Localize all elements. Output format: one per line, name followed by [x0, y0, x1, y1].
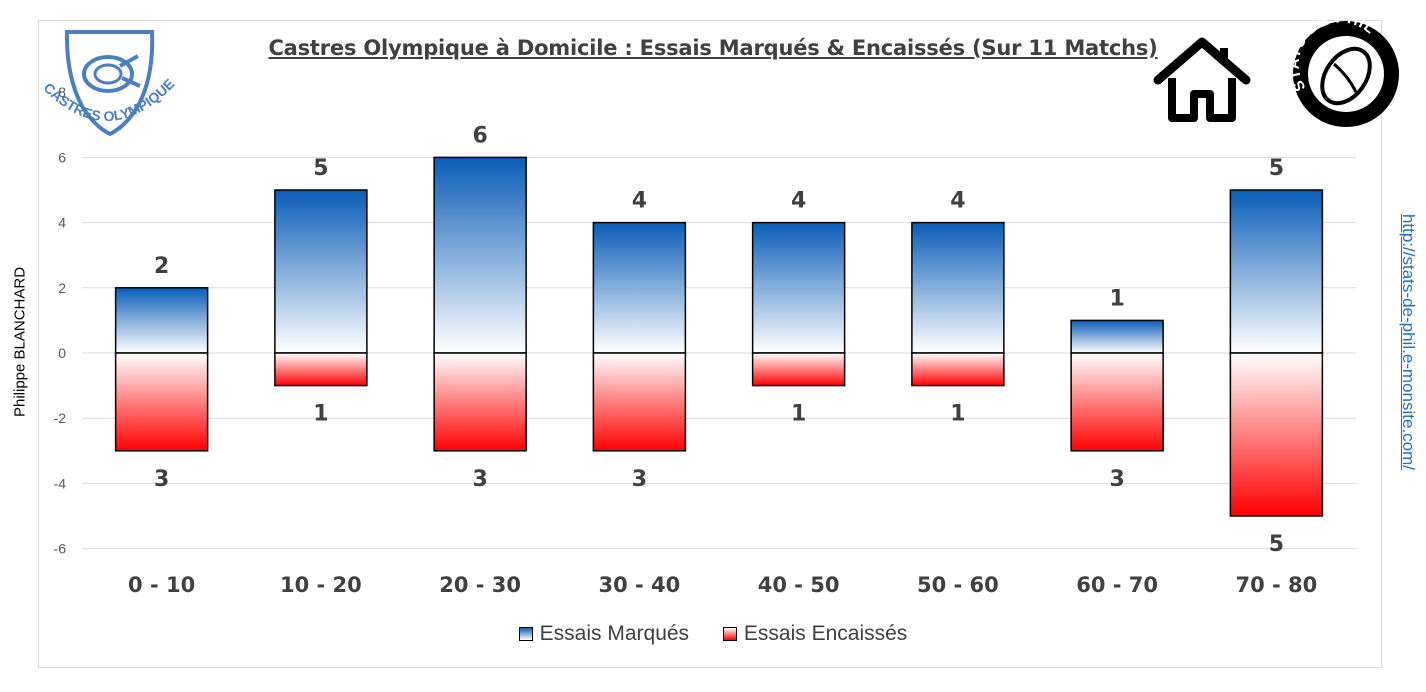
y-tick-label: -4 [54, 475, 67, 491]
x-axis: 0 - 10 10 - 20 20 - 30 30 - 40 40 - 50 50 - 6… [128, 573, 1317, 597]
x-tick-label: 10 - 20 [280, 573, 362, 597]
grid-lines [82, 156, 1356, 550]
bar-essais-encaisses [1070, 352, 1164, 452]
data-label-encaisses: 1 [791, 402, 806, 427]
bar-essais-encaisses [433, 352, 527, 452]
data-label-encaisses: 3 [154, 467, 169, 492]
data-label-marques: 5 [313, 156, 328, 181]
y-tick-label: 8 [58, 84, 66, 100]
data-label-marques: 1 [1109, 286, 1124, 311]
data-label-marques: 4 [950, 189, 965, 214]
data-label-marques: 4 [791, 189, 806, 214]
y-tick-label: 0 [58, 345, 66, 361]
y-tick-label: -6 [54, 541, 67, 557]
data-label-encaisses: 1 [313, 402, 328, 427]
y-tick-label: 6 [58, 149, 66, 165]
stats-de-phil-badge: STATS DE PHIL [1290, 18, 1399, 127]
legend-swatch-red [722, 627, 737, 641]
bar-essais-marques [751, 221, 846, 354]
bar-essais-encaisses [274, 352, 368, 387]
data-label-marques: 4 [632, 189, 647, 214]
home-icon [1153, 37, 1251, 122]
data-label-encaisses: 1 [950, 402, 965, 427]
bar-essais-marques [433, 156, 527, 354]
data-label-marques: 6 [472, 123, 487, 148]
x-tick-label: 0 - 10 [128, 573, 195, 597]
data-label-encaisses: 3 [632, 467, 647, 492]
x-tick-label: 30 - 40 [598, 573, 680, 597]
bar-essais-marques [274, 189, 368, 354]
data-label-marques: 2 [154, 254, 169, 279]
x-tick-label: 50 - 60 [917, 573, 999, 597]
bar-essais-encaisses [751, 352, 846, 387]
bar-essais-marques [911, 221, 1005, 354]
legend: Essais Marqués Essais Encaissés [0, 622, 1426, 647]
legend-label-encaisses: Essais Encaissés [743, 622, 908, 645]
chart-title: Castres Olympique à Domicile : Essais Ma… [268, 36, 1158, 60]
x-tick-label: 20 - 30 [439, 573, 521, 597]
y-axis: -6 -4 -2 0 2 4 6 8 [54, 84, 67, 556]
bar-essais-marques [592, 221, 687, 354]
x-tick-label: 60 - 70 [1076, 573, 1158, 597]
y-tick-label: 4 [58, 215, 66, 231]
bar-essais-encaisses [1229, 352, 1324, 517]
y-tick-label: 2 [58, 280, 66, 296]
bar-essais-marques [114, 287, 209, 354]
bars [114, 156, 1324, 517]
legend-label-marques: Essais Marqués [539, 622, 690, 645]
data-label-encaisses: 3 [1109, 467, 1124, 492]
y-tick-label: -2 [54, 410, 67, 426]
bar-essais-marques [1070, 319, 1164, 354]
legend-swatch-blue [518, 627, 533, 641]
legend-item-marques: Essais Marqués [518, 622, 690, 646]
data-labels: 2 3 5 1 6 3 4 3 4 1 4 1 1 3 5 5 [154, 123, 1284, 557]
bar-essais-encaisses [592, 352, 687, 452]
data-label-encaisses: 3 [472, 467, 487, 492]
data-label-encaisses: 5 [1269, 532, 1284, 557]
bar-essais-encaisses [114, 352, 209, 452]
bar-essais-marques [1229, 189, 1324, 354]
x-tick-label: 40 - 50 [758, 573, 840, 597]
legend-item-encaisses: Essais Encaissés [722, 622, 908, 646]
bar-essais-encaisses [911, 352, 1005, 387]
castres-olympique-logo: CASTRES OLYMPIQUE [42, 30, 177, 137]
x-tick-label: 70 - 80 [1235, 573, 1317, 597]
data-label-marques: 5 [1269, 156, 1284, 181]
